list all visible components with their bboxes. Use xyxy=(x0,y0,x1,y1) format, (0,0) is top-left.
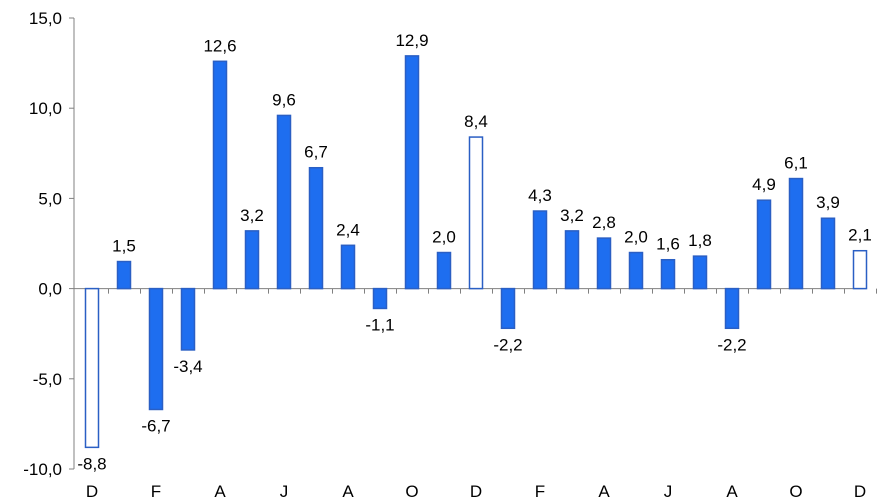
x-tick-label: F xyxy=(535,482,545,501)
data-label: 12,9 xyxy=(395,31,428,50)
bar-21 xyxy=(756,199,772,290)
bar-10 xyxy=(404,55,420,290)
x-tick-label: A xyxy=(342,482,354,501)
data-label: 2,1 xyxy=(848,226,872,245)
bar-11 xyxy=(436,251,452,290)
data-label: 8,4 xyxy=(464,112,488,131)
bar-24 xyxy=(852,249,868,290)
data-label: 3,9 xyxy=(816,193,840,212)
x-tick-label: J xyxy=(664,482,673,501)
bar-7 xyxy=(308,166,324,290)
x-tick-label: J xyxy=(280,482,289,501)
data-label: 2,4 xyxy=(336,220,360,239)
bar-16 xyxy=(596,237,612,290)
bar-19 xyxy=(692,255,708,290)
data-labels: -8,8 1,5 -6,7 -3,4 12,6 3,2 9,6 6,7 2,4 -1,1 12,9 2… xyxy=(77,31,871,473)
data-label: -8,8 xyxy=(77,454,106,473)
data-label: -3,4 xyxy=(173,357,202,376)
bar-8 xyxy=(340,244,356,290)
bar-20 xyxy=(724,287,740,330)
y-tick-label: 0,0 xyxy=(38,280,62,299)
y-tick-label: 5,0 xyxy=(38,189,62,208)
x-tick-label: D xyxy=(86,482,98,501)
y-tick-label: 15,0 xyxy=(29,9,62,28)
data-label: 2,8 xyxy=(592,213,616,232)
bar-9 xyxy=(372,287,388,310)
data-label: 3,2 xyxy=(560,206,584,225)
bar-6 xyxy=(276,114,292,290)
bar-22 xyxy=(788,177,804,290)
data-label: 9,6 xyxy=(272,90,296,109)
y-tick-label: -5,0 xyxy=(33,370,62,389)
data-label: 4,9 xyxy=(752,175,776,194)
bar-18 xyxy=(660,258,676,290)
data-label: 1,5 xyxy=(112,237,136,256)
y-tick-label: 10,0 xyxy=(29,99,62,118)
data-label: -6,7 xyxy=(141,416,170,435)
x-tick-label: F xyxy=(151,482,161,501)
data-label: 2,0 xyxy=(432,228,456,247)
bar-1 xyxy=(116,260,132,290)
x-tick-label: O xyxy=(405,482,418,501)
data-label: 2,0 xyxy=(624,228,648,247)
bar-3 xyxy=(180,287,196,351)
bar-15 xyxy=(564,230,580,290)
x-tick-label: D xyxy=(854,482,866,501)
bar-14 xyxy=(532,210,548,290)
data-label: -2,2 xyxy=(493,335,522,354)
bar-4 xyxy=(212,60,228,290)
y-axis: 15,0 10,0 5,0 0,0 -5,0 -10,0 xyxy=(23,9,75,479)
x-tick-label: A xyxy=(214,482,226,501)
bar-5 xyxy=(244,230,260,290)
data-label: -2,2 xyxy=(717,335,746,354)
bar-17 xyxy=(628,251,644,290)
data-label: 1,8 xyxy=(688,231,712,250)
y-tick-label: -10,0 xyxy=(23,460,62,479)
bar-2 xyxy=(148,287,164,411)
bars xyxy=(84,55,868,449)
bar-12 xyxy=(468,136,484,290)
data-label: 6,7 xyxy=(304,143,328,162)
data-label: 4,3 xyxy=(528,186,552,205)
data-label: 1,6 xyxy=(656,235,680,254)
x-tick-label: A xyxy=(726,482,738,501)
bar-23 xyxy=(820,217,836,290)
bar-0 xyxy=(84,287,100,449)
x-tick-label: A xyxy=(598,482,610,501)
x-tick-label: O xyxy=(789,482,802,501)
data-label: 12,6 xyxy=(203,36,236,55)
x-tick-label: D xyxy=(470,482,482,501)
data-label: 3,2 xyxy=(240,206,264,225)
data-label: -1,1 xyxy=(365,315,394,334)
bar-13 xyxy=(500,287,516,330)
data-label: 6,1 xyxy=(784,154,808,173)
